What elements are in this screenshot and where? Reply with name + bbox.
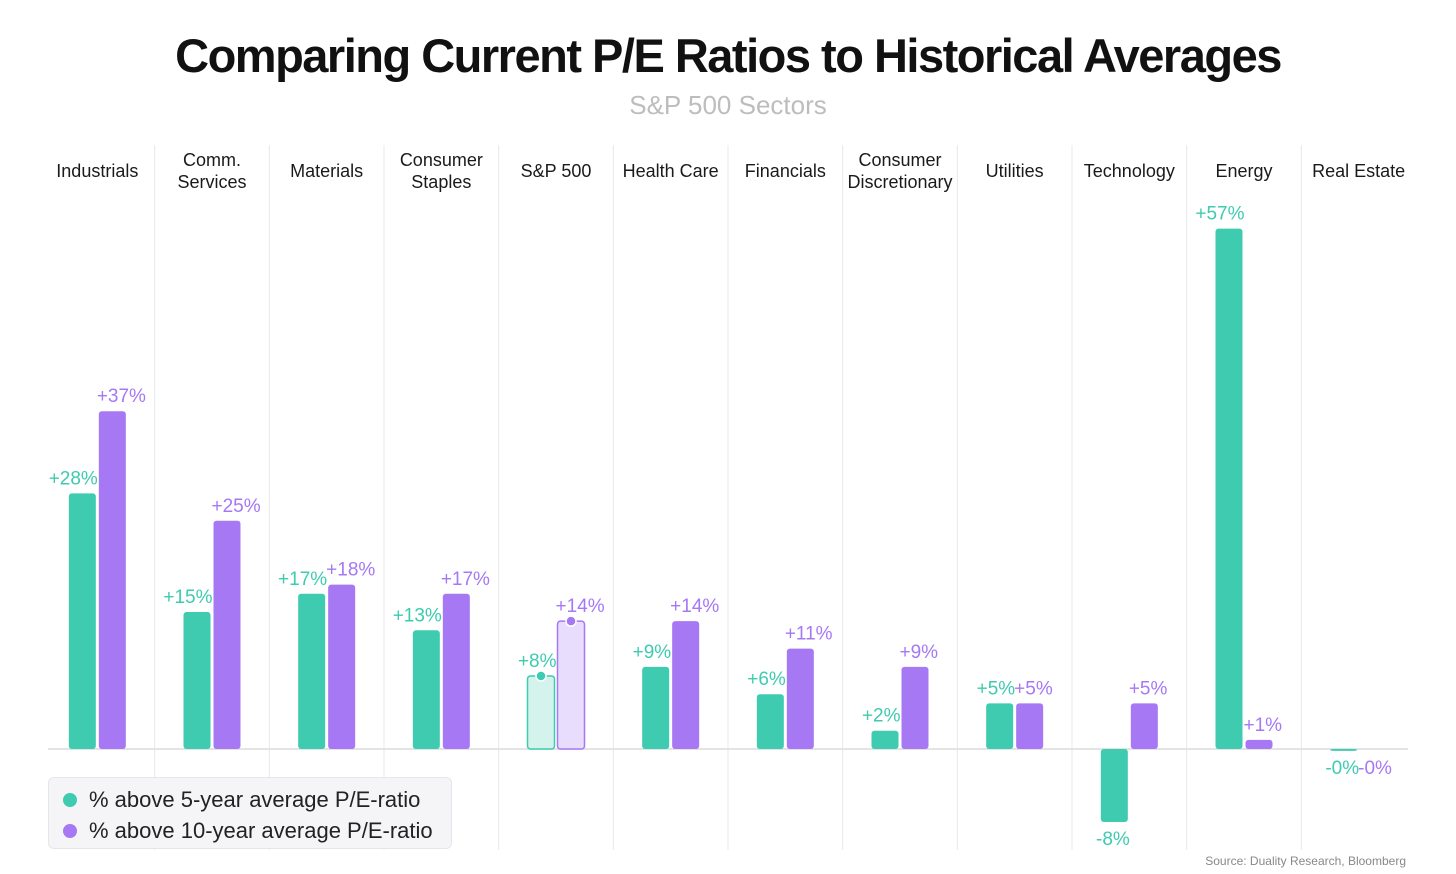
legend-item-5yr: % above 5-year average P/E-ratio — [63, 784, 451, 815]
category-label: Energy — [1215, 161, 1272, 181]
category-label: Materials — [290, 161, 363, 181]
category-label: S&P 500 — [521, 161, 592, 181]
value-label-10yr: +14% — [556, 596, 605, 617]
bar-5yr — [183, 612, 211, 749]
source-note: Source: Duality Research, Bloomberg — [1205, 854, 1406, 868]
chart-title: Comparing Current P/E Ratios to Historic… — [175, 29, 1282, 82]
value-label-5yr: -8% — [1096, 829, 1130, 850]
value-label-10yr: +1% — [1244, 715, 1283, 736]
bar-10yr — [1016, 703, 1044, 749]
category-label: Technology — [1084, 161, 1175, 181]
value-label-5yr: +17% — [278, 569, 327, 590]
value-label-10yr: +17% — [441, 569, 490, 590]
value-label-10yr: +5% — [1129, 678, 1168, 699]
value-label-10yr: +11% — [785, 624, 833, 645]
category-label: Comm. Services — [177, 150, 246, 192]
value-label-5yr: +5% — [977, 678, 1016, 699]
bar-5yr — [986, 703, 1014, 749]
value-label-10yr: +18% — [326, 560, 375, 581]
value-label-5yr: +8% — [518, 651, 557, 672]
bar-10yr — [786, 648, 814, 749]
bar-5yr — [756, 694, 784, 749]
legend-label-5yr: % above 5-year average P/E-ratio — [89, 786, 421, 812]
legend-label-10yr: % above 10-year average P/E-ratio — [89, 817, 433, 843]
category-label: Consumer Staples — [400, 150, 483, 192]
bar-5yr — [68, 493, 96, 749]
highlight-marker — [565, 615, 577, 627]
bar-10yr — [213, 520, 241, 749]
value-label-10yr: +25% — [212, 496, 261, 517]
value-label-10yr: +5% — [1014, 678, 1053, 699]
value-label-5yr: +13% — [393, 605, 442, 626]
bar-10yr — [1130, 703, 1158, 749]
bar-5yr — [412, 630, 440, 749]
bar-10yr — [442, 593, 470, 749]
bar-10yr — [328, 584, 356, 749]
chart-subtitle: S&P 500 Sectors — [629, 90, 827, 120]
bar-5yr — [1215, 228, 1243, 750]
value-label-10yr: -0% — [1358, 758, 1392, 779]
category-label: Financials — [745, 161, 826, 181]
legend-item-10yr: % above 10-year average P/E-ratio — [63, 815, 451, 846]
value-label-5yr: +6% — [747, 669, 786, 690]
bar-5yr — [526, 675, 556, 750]
category-label: Industrials — [56, 161, 138, 181]
value-label-5yr: +57% — [1195, 204, 1244, 225]
value-label-10yr: +37% — [97, 386, 146, 407]
value-label-5yr: +15% — [163, 587, 212, 608]
value-label-5yr: +9% — [633, 642, 672, 663]
value-label-5yr: -0% — [1325, 758, 1359, 779]
bar-10yr — [672, 621, 700, 749]
highlight-marker — [535, 670, 547, 682]
bar-5yr — [298, 593, 326, 749]
value-label-5yr: +2% — [862, 706, 901, 727]
category-label: Utilities — [986, 161, 1044, 181]
category-label: Consumer Discretionary — [847, 150, 952, 192]
bar-5yr — [642, 666, 670, 749]
bar-10yr — [901, 666, 929, 749]
legend: % above 5-year average P/E-ratio % above… — [48, 777, 452, 849]
bar-10yr — [556, 620, 586, 750]
bar-5yr — [1100, 749, 1128, 823]
bar-5yr — [871, 730, 899, 749]
bar-10yr — [98, 411, 126, 749]
legend-swatch-5yr — [63, 792, 77, 807]
legend-swatch-10yr — [63, 823, 77, 838]
value-label-10yr: +9% — [900, 642, 939, 663]
bar-5yr — [1330, 749, 1358, 751]
value-label-5yr: +28% — [49, 468, 98, 489]
category-label: Real Estate — [1312, 161, 1405, 181]
bar-10yr — [1245, 739, 1273, 749]
category-label: Health Care — [623, 161, 719, 181]
value-label-10yr: +14% — [670, 596, 719, 617]
